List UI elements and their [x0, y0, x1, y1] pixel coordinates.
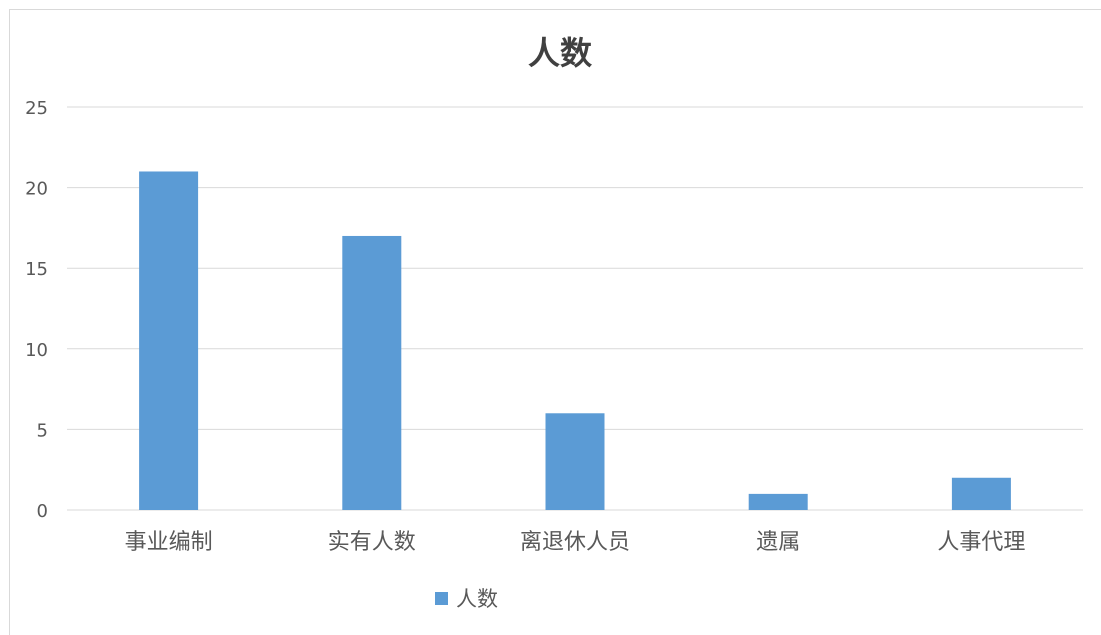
x-axis-categories: 事业编制 实有人数 离退休人员 遗属 人事代理: [125, 530, 1026, 555]
x-category-label-0: 事业编制: [125, 530, 213, 555]
chart-title: 人数: [528, 34, 593, 72]
x-category-label-3: 遗属: [756, 530, 800, 555]
y-axis-ticks: 0 5 10 15 20 25: [25, 98, 48, 522]
x-category-label-4: 人事代理: [937, 530, 1025, 555]
bar-2: [545, 413, 605, 510]
bar-4: [951, 477, 1011, 510]
y-tick-label-0: 0: [37, 501, 48, 522]
x-category-label-1: 实有人数: [328, 530, 416, 555]
y-tick-label-5: 5: [37, 420, 48, 441]
y-tick-label-25: 25: [25, 98, 48, 119]
bar-1: [342, 235, 402, 510]
y-tick-label-15: 15: [25, 259, 48, 280]
legend: 人数: [435, 587, 498, 611]
legend-label: 人数: [456, 587, 498, 611]
bar-3: [748, 493, 808, 510]
bar-0: [139, 171, 199, 511]
x-category-label-2: 离退休人员: [520, 530, 630, 555]
y-tick-label-10: 10: [25, 340, 48, 361]
y-tick-label-20: 20: [25, 179, 48, 200]
legend-swatch: [435, 592, 448, 605]
bars: [139, 171, 1011, 511]
